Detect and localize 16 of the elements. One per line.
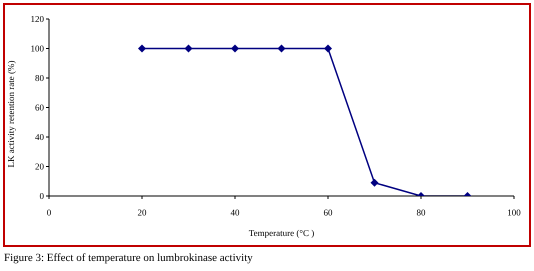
y-tick-label: 0	[40, 191, 44, 202]
y-tick-label: 80	[35, 73, 44, 84]
x-axis-title: Temperature (°C )	[248, 228, 314, 238]
caption: Figure 3: Effect of temperature on lumbrokinase activity	[4, 252, 253, 264]
y-tick-label: 60	[35, 102, 44, 113]
y-tick-label: 120	[30, 14, 44, 24]
x-tick-label: 100	[507, 207, 522, 218]
y-tick-label: 100	[30, 44, 44, 54]
x-tick-label: 80	[416, 207, 426, 218]
x-tick-label: 40	[230, 207, 240, 218]
x-tick-label: 0	[46, 207, 52, 218]
y-axis-title: LK activity retention rate (%)	[6, 60, 16, 168]
y-tick-label: 40	[35, 132, 44, 142]
x-tick-label: 20	[138, 207, 147, 218]
y-tick-label: 20	[35, 162, 44, 172]
x-tick-label: 60	[324, 207, 333, 218]
